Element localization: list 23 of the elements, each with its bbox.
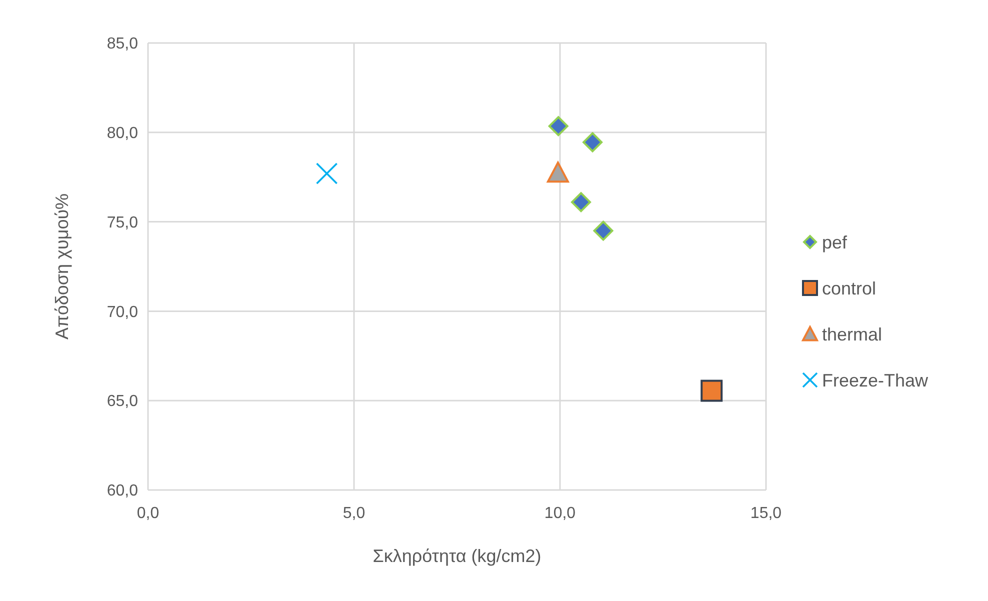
legend-label: pef	[822, 232, 848, 252]
y-tick-label: 75,0	[106, 214, 138, 232]
x-tick-label: 15,0	[750, 505, 782, 522]
x-tick-label: 5,0	[342, 505, 366, 522]
point	[548, 116, 568, 136]
legend-label: thermal	[822, 324, 882, 344]
y-tick-label: 85,0	[106, 36, 138, 53]
x-tick-label: 10,0	[544, 505, 576, 522]
y-tick-label: 70,0	[106, 304, 138, 321]
point	[582, 132, 603, 152]
point	[571, 192, 592, 212]
point	[316, 162, 338, 184]
y-tick-label: 65,0	[106, 393, 138, 410]
legend-label: control	[822, 278, 876, 298]
y-axis-title: Απόδοση χυμού%	[52, 193, 72, 340]
y-tick-label: 80,0	[106, 125, 138, 142]
point	[546, 162, 569, 183]
point	[593, 220, 614, 241]
legend-label: Freeze-Thaw	[822, 370, 930, 390]
point	[700, 380, 723, 402]
x-tick-label: 0,0	[136, 505, 160, 522]
x-axis-title: Σκληρότητα (kg/cm2)	[372, 546, 542, 566]
y-tick-label: 60,0	[106, 482, 138, 500]
